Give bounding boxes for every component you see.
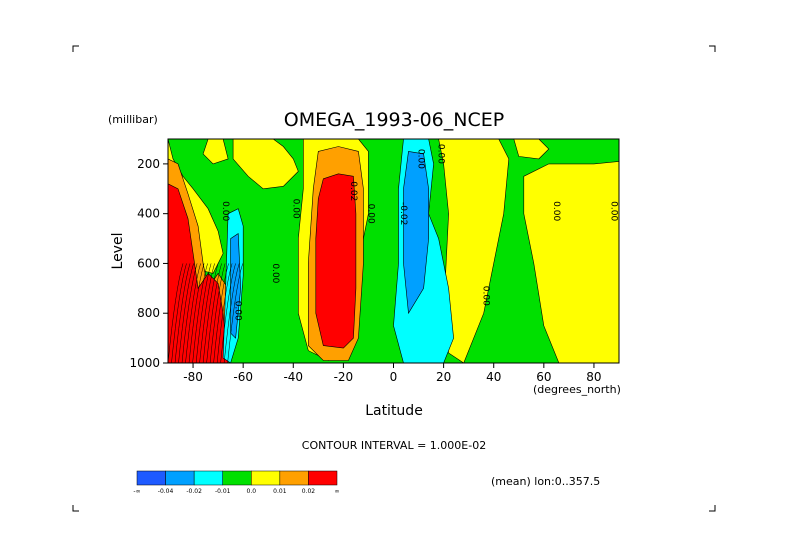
legend-label: -0.02 — [186, 488, 202, 495]
legend-swatch — [136, 470, 166, 486]
y-axis: 200 400 600 800 1000 — [129, 157, 168, 370]
legend-swatch — [165, 470, 195, 486]
legend-swatch — [222, 470, 252, 486]
contour-labels: 0.00 0.00 0.00 0.00 0.02 0.00 -0.02 0.00 0.00 0.0… — [220, 144, 618, 321]
contour-interval-text: CONTOUR INTERVAL = 1.000E-02 — [302, 439, 486, 452]
dense-contours — [168, 263, 243, 363]
legend-label: 0.02 — [302, 488, 316, 495]
legend-label: -∞ — [133, 488, 140, 495]
contour-label: 0.00 — [436, 144, 446, 164]
x-axis: -80 -60 -40 -20 0 20 40 60 80 — [183, 363, 602, 384]
x-tick-label: 20 — [436, 370, 451, 384]
x-unit-label: (degrees_north) — [533, 383, 621, 396]
x-tick-label: -20 — [334, 370, 354, 384]
region-weak-positive — [523, 161, 619, 363]
y-axis-label: Level — [110, 233, 126, 270]
crop-marks — [72, 45, 716, 512]
contour-label: -0.02 — [398, 202, 408, 225]
contour-label: 0.00 — [551, 201, 561, 221]
x-tick-label: 0 — [390, 370, 398, 384]
region-weak-positive — [232, 139, 299, 190]
x-axis-label: Latitude — [365, 403, 423, 419]
y-unit-label: (millibar) — [108, 113, 158, 126]
contour-label: 0.00 — [270, 263, 280, 283]
x-tick-label: -60 — [233, 370, 253, 384]
region-strong-positive — [168, 183, 229, 363]
x-tick-label: 60 — [536, 370, 551, 384]
x-tick-label: 40 — [486, 370, 501, 384]
y-tick-label: 1000 — [129, 356, 160, 370]
contour-label: 0.00 — [233, 301, 243, 321]
chart-title: OMEGA_1993-06_NCEP — [284, 109, 504, 131]
contour-label: 0.00 — [220, 201, 230, 221]
y-tick-label: 600 — [137, 256, 160, 270]
x-tick-label: -40 — [283, 370, 303, 384]
contour-field — [168, 139, 619, 363]
x-tick-label: 80 — [586, 370, 601, 384]
mean-text: (mean) lon:0..357.5 — [491, 475, 600, 488]
legend-label: -0.04 — [158, 488, 174, 495]
color-legend: -∞ -0.04 -0.02 -0.01 0.0 0.01 0.02 ∞ — [133, 470, 340, 495]
legend-label: ∞ — [335, 488, 340, 495]
legend-swatch — [251, 470, 281, 486]
legend-swatch — [193, 470, 223, 486]
contour-label: 0.00 — [290, 199, 300, 219]
contour-label: 0.00 — [608, 201, 618, 221]
contour-label: 0.00 — [416, 149, 426, 169]
region-weak-positive — [438, 139, 510, 363]
legend-label: -0.01 — [215, 488, 231, 495]
region-weak-positive — [202, 139, 229, 165]
region-strong-positive — [315, 173, 357, 349]
legend-swatch — [308, 470, 338, 486]
legend-label: 0.0 — [247, 488, 257, 495]
region-weak-positive — [513, 139, 550, 160]
legend-label: 0.01 — [273, 488, 287, 495]
contour-label: 0.02 — [348, 181, 358, 201]
legend-swatch — [279, 470, 309, 486]
contour-label: 0.00 — [481, 286, 491, 306]
contour-label: 0.00 — [365, 204, 375, 224]
x-tick-label: -80 — [183, 370, 203, 384]
y-tick-label: 200 — [137, 157, 160, 171]
y-tick-label: 400 — [137, 207, 160, 221]
y-tick-label: 800 — [137, 306, 160, 320]
region-negative — [403, 151, 429, 315]
region-negative — [230, 233, 242, 339]
